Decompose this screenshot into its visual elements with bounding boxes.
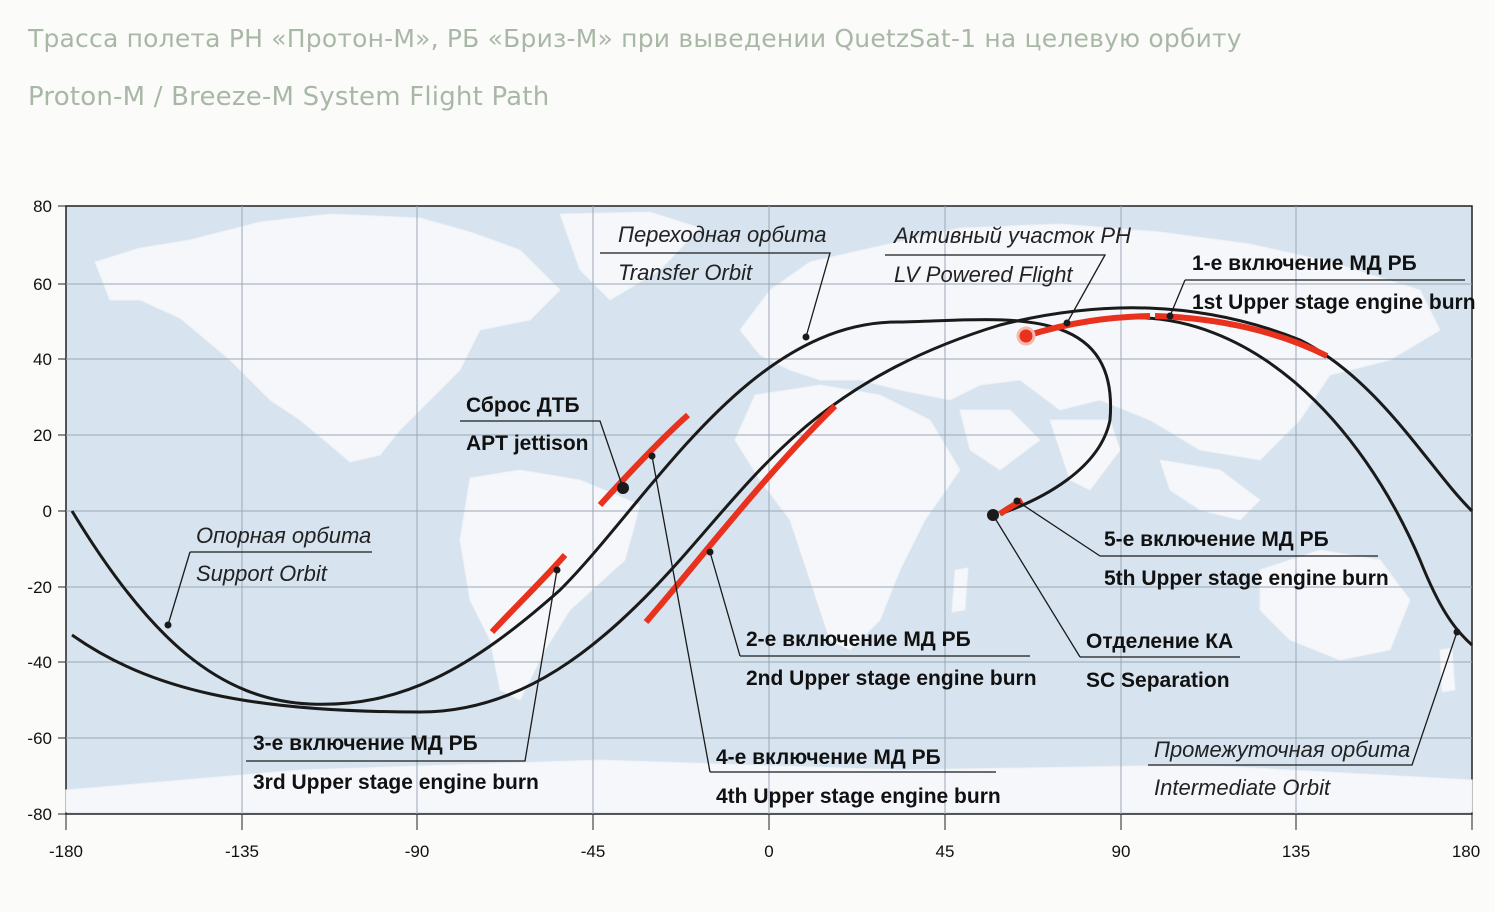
burn-4-segment (597, 412, 690, 508)
madagascar (951, 567, 969, 613)
y-tick-label: -80 (27, 805, 52, 824)
transfer-leader (600, 252, 831, 338)
y-tick-label: -60 (27, 729, 52, 748)
transfer-orbit-label-en: Transfer Orbit (618, 260, 753, 285)
burn2-leader (709, 551, 1030, 657)
leader-lines (167, 252, 1465, 773)
burn-3-segment (489, 553, 568, 635)
australia (1259, 549, 1411, 661)
burn3-leader (246, 569, 558, 762)
transfer-orbit-track (1119, 316, 1473, 647)
y-tick-label: -20 (27, 578, 52, 597)
burn4-leader (651, 455, 996, 773)
burn-2-segment (643, 403, 838, 624)
annotation-labels: Переходная орбита Transfer Orbit Активны… (196, 222, 1476, 808)
x-tick-label: -135 (225, 842, 259, 861)
axis-ticks (58, 205, 1473, 830)
burn3-label-en: 3rd Upper stage engine burn (253, 771, 539, 794)
separation-label-ru: Отделение КА (1086, 630, 1233, 653)
india (1049, 419, 1121, 491)
burn-1b-segment (1154, 313, 1329, 359)
grid-lines (66, 206, 1472, 814)
title-ru: Трасса полета РН «Протон-М», РБ «Бриз-М»… (28, 24, 1242, 53)
y-tick-label: 20 (33, 426, 52, 445)
x-tick-label: 180 (1452, 842, 1480, 861)
greenland (559, 211, 701, 301)
burn4-label-en: 4th Upper stage engine burn (716, 785, 1001, 808)
burn1-label-en: 1st Upper stage engine burn (1192, 291, 1476, 314)
intermediate-orbit-label-en: Intermediate Orbit (1154, 775, 1331, 800)
burn5-label-ru: 5-е включение МД РБ (1104, 528, 1329, 551)
x-tick-label: 90 (1112, 842, 1131, 861)
burn-1-segment (1025, 313, 1151, 339)
x-tick-label: -180 (49, 842, 83, 861)
x-tick-label: 45 (936, 842, 955, 861)
ground-tracks (70, 306, 1474, 714)
burn1-leader (1169, 279, 1465, 317)
separation-label-en: SC Separation (1086, 669, 1230, 692)
x-tick-label: 135 (1282, 842, 1310, 861)
y-tick-label: 80 (33, 197, 52, 216)
burn5-leader (1016, 500, 1378, 557)
south-america (459, 469, 641, 701)
burn3-label-ru: 3-е включение МД РБ (253, 732, 478, 755)
apt-label-en: APT jettison (466, 432, 589, 455)
title-en: Proton-M / Breeze-M System Flight Path (28, 82, 550, 112)
burn2-label-ru: 2-е включение МД РБ (746, 628, 971, 651)
x-tick-label: 0 (764, 842, 773, 861)
y-tick-label: 60 (33, 275, 52, 294)
lv-flight-label-ru: Активный участок РН (892, 223, 1131, 248)
north-america (94, 213, 561, 463)
y-tick-labels: 80 60 40 20 0 -20 -40 -60 -80 (27, 197, 52, 824)
y-tick-label: -40 (27, 653, 52, 672)
y-tick-label: 40 (33, 350, 52, 369)
transfer-orbit-label-ru: Переходная орбита (618, 222, 826, 247)
x-tick-labels: -180 -135 -90 -45 0 45 90 135 180 (49, 842, 1480, 861)
support-orbit-label-en: Support Orbit (196, 561, 328, 586)
apt-leader (460, 420, 624, 489)
europe-asia (739, 223, 1441, 461)
lv-flight-label-en: LV Powered Flight (894, 262, 1073, 287)
x-tick-label: -45 (581, 842, 606, 861)
apt-label-ru: Сброс ДТБ (466, 394, 580, 417)
intermediate-orbit-label-ru: Промежуточная орбита (1154, 737, 1410, 762)
x-tick-label: -90 (405, 842, 430, 861)
burn-segments (489, 313, 1329, 635)
intermediate-orbit-track (71, 306, 1474, 714)
y-tick-label: 0 (43, 502, 52, 521)
arabia (959, 409, 1041, 471)
sep-leader (992, 514, 1240, 658)
intermediate-leader (1148, 631, 1458, 766)
burn1-label-ru: 1-е включение МД РБ (1192, 252, 1417, 275)
southeast-asia (1159, 459, 1261, 521)
burn4-label-ru: 4-е включение МД РБ (716, 746, 941, 769)
support-orbit-track (70, 318, 1113, 706)
lv-leader (885, 254, 1107, 324)
burn5-label-en: 5th Upper stage engine burn (1104, 567, 1389, 590)
support-orbit-label-ru: Опорная орбита (196, 523, 371, 548)
launch-point (1016, 326, 1036, 346)
support-leader (167, 551, 372, 626)
burn2-label-en: 2nd Upper stage engine burn (746, 667, 1037, 690)
new-zealand (1439, 647, 1456, 693)
